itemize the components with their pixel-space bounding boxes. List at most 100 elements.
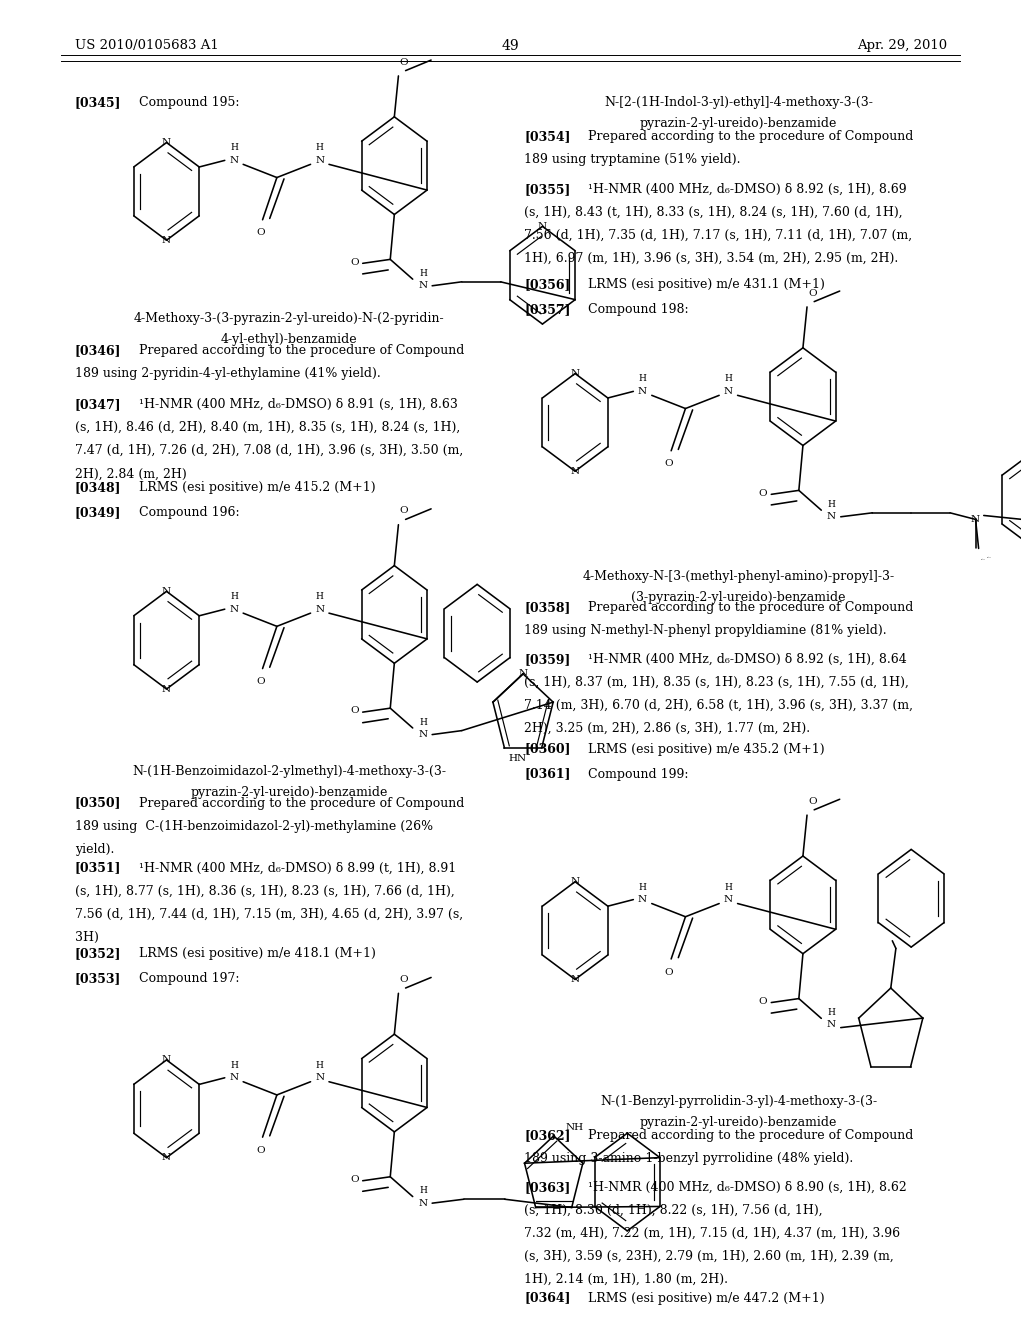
Text: [0360]: [0360] <box>524 742 570 755</box>
Text: [0358]: [0358] <box>524 602 570 614</box>
Text: N: N <box>162 1154 171 1162</box>
Text: H: H <box>230 1061 238 1069</box>
Text: pyrazin-2-yl-ureido)-benzamide: pyrazin-2-yl-ureido)-benzamide <box>640 1115 838 1129</box>
Text: O: O <box>399 507 409 515</box>
Text: O: O <box>350 257 358 267</box>
Text: 1H), 2.14 (m, 1H), 1.80 (m, 2H).: 1H), 2.14 (m, 1H), 1.80 (m, 2H). <box>524 1272 728 1286</box>
Text: [0353]: [0353] <box>75 972 121 985</box>
Text: N: N <box>570 467 580 475</box>
Text: O: O <box>256 677 265 686</box>
Text: O: O <box>350 1175 358 1184</box>
Text: N: N <box>638 895 647 904</box>
Text: [0352]: [0352] <box>75 948 121 960</box>
Text: 4-yl-ethyl)-benzamide: 4-yl-ethyl)-benzamide <box>221 334 357 346</box>
Text: LRMS (esi positive) m/e 431.1 (M+1): LRMS (esi positive) m/e 431.1 (M+1) <box>589 279 825 290</box>
Text: 7.47 (d, 1H), 7.26 (d, 2H), 7.08 (d, 1H), 3.96 (s, 3H), 3.50 (m,: 7.47 (d, 1H), 7.26 (d, 2H), 7.08 (d, 1H)… <box>75 444 463 457</box>
Text: ¹H-NMR (400 MHz, d₆-DMSO) δ 8.91 (s, 1H), 8.63: ¹H-NMR (400 MHz, d₆-DMSO) δ 8.91 (s, 1H)… <box>139 399 458 411</box>
Text: US 2010/0105683 A1: US 2010/0105683 A1 <box>75 40 218 51</box>
Text: ¹H-NMR (400 MHz, d₆-DMSO) δ 8.92 (s, 1H), 8.64: ¹H-NMR (400 MHz, d₆-DMSO) δ 8.92 (s, 1H)… <box>589 653 907 665</box>
Text: O: O <box>350 706 358 715</box>
Text: (s, 1H), 8.37 (m, 1H), 8.35 (s, 1H), 8.23 (s, 1H), 7.55 (d, 1H),: (s, 1H), 8.37 (m, 1H), 8.35 (s, 1H), 8.2… <box>524 676 909 689</box>
Text: H: H <box>419 269 427 277</box>
Text: methyl: methyl <box>986 557 991 558</box>
Text: Compound 195:: Compound 195: <box>139 96 240 108</box>
Text: Prepared according to the procedure of Compound: Prepared according to the procedure of C… <box>589 1130 913 1142</box>
Text: N: N <box>229 156 239 165</box>
Text: (s, 1H), 8.77 (s, 1H), 8.36 (s, 1H), 8.23 (s, 1H), 7.66 (d, 1H),: (s, 1H), 8.77 (s, 1H), 8.36 (s, 1H), 8.2… <box>75 884 455 898</box>
Text: ¹H-NMR (400 MHz, d₆-DMSO) δ 8.92 (s, 1H), 8.69: ¹H-NMR (400 MHz, d₆-DMSO) δ 8.92 (s, 1H)… <box>589 182 907 195</box>
Text: N: N <box>162 587 171 595</box>
Text: O: O <box>399 975 409 985</box>
Text: [0364]: [0364] <box>524 1291 570 1304</box>
Text: N: N <box>419 281 427 290</box>
Text: 7.14 (m, 3H), 6.70 (d, 2H), 6.58 (t, 1H), 3.96 (s, 3H), 3.37 (m,: 7.14 (m, 3H), 6.70 (d, 2H), 6.58 (t, 1H)… <box>524 700 913 711</box>
Text: O: O <box>808 797 817 805</box>
Text: [0345]: [0345] <box>75 96 121 108</box>
Text: H: H <box>230 593 238 601</box>
Text: N: N <box>419 730 427 739</box>
Text: 49: 49 <box>502 38 519 53</box>
Text: O: O <box>759 997 767 1006</box>
Text: H: H <box>639 375 646 383</box>
Text: (3-pyrazin-2-yl-ureido)-benzamide: (3-pyrazin-2-yl-ureido)-benzamide <box>631 591 846 603</box>
Text: H: H <box>419 1187 427 1195</box>
Text: N: N <box>315 605 325 614</box>
Text: N: N <box>570 370 580 378</box>
Text: N: N <box>971 515 980 524</box>
Text: [0349]: [0349] <box>75 506 121 519</box>
Text: N: N <box>419 1199 427 1208</box>
Text: [0350]: [0350] <box>75 796 121 809</box>
Text: 7.56 (d, 1H), 7.35 (d, 1H), 7.17 (s, 1H), 7.11 (d, 1H), 7.07 (m,: 7.56 (d, 1H), 7.35 (d, 1H), 7.17 (s, 1H)… <box>524 230 912 242</box>
Text: Compound 196:: Compound 196: <box>139 506 240 519</box>
Text: N-(1-Benzyl-pyrrolidin-3-yl)-4-methoxy-3-(3-: N-(1-Benzyl-pyrrolidin-3-yl)-4-methoxy-3… <box>600 1096 878 1107</box>
Text: [0351]: [0351] <box>75 862 121 874</box>
Text: O: O <box>665 968 674 977</box>
Text: [0354]: [0354] <box>524 131 570 143</box>
Text: O: O <box>808 289 817 297</box>
Text: N: N <box>162 236 171 244</box>
Text: pyrazin-2-yl-ureido)-benzamide: pyrazin-2-yl-ureido)-benzamide <box>190 787 388 799</box>
Text: H: H <box>827 1008 836 1016</box>
Text: N: N <box>162 1056 171 1064</box>
Text: Compound 198:: Compound 198: <box>589 304 689 315</box>
Text: Prepared according to the procedure of Compound: Prepared according to the procedure of C… <box>139 343 464 356</box>
Text: [0348]: [0348] <box>75 482 121 494</box>
Text: LRMS (esi positive) m/e 415.2 (M+1): LRMS (esi positive) m/e 415.2 (M+1) <box>139 482 376 494</box>
Text: H: H <box>230 144 238 152</box>
Text: 189 using 3-amino-1-benzyl pyrrolidine (48% yield).: 189 using 3-amino-1-benzyl pyrrolidine (… <box>524 1152 853 1166</box>
Text: N: N <box>315 1073 325 1082</box>
Text: H: H <box>724 883 732 891</box>
Text: H: H <box>315 144 324 152</box>
Text: N: N <box>827 512 836 521</box>
Text: [0357]: [0357] <box>524 304 570 315</box>
Text: 189 using N-methyl-N-phenyl propyldiamine (81% yield).: 189 using N-methyl-N-phenyl propyldiamin… <box>524 624 887 638</box>
Text: N-[2-(1H-Indol-3-yl)-ethyl]-4-methoxy-3-(3-: N-[2-(1H-Indol-3-yl)-ethyl]-4-methoxy-3-… <box>604 96 873 108</box>
Text: 3H): 3H) <box>75 931 98 944</box>
Text: 1H), 6.97 (m, 1H), 3.96 (s, 3H), 3.54 (m, 2H), 2.95 (m, 2H).: 1H), 6.97 (m, 1H), 3.96 (s, 3H), 3.54 (m… <box>524 252 898 265</box>
Text: O: O <box>256 228 265 238</box>
Text: Prepared according to the procedure of Compound: Prepared according to the procedure of C… <box>589 602 913 614</box>
Text: H: H <box>639 883 646 891</box>
Text: 7.32 (m, 4H), 7.22 (m, 1H), 7.15 (d, 1H), 4.37 (m, 1H), 3.96: 7.32 (m, 4H), 7.22 (m, 1H), 7.15 (d, 1H)… <box>524 1228 900 1239</box>
Text: [0361]: [0361] <box>524 768 570 780</box>
Text: [0355]: [0355] <box>524 182 570 195</box>
Text: (s, 1H), 8.46 (d, 2H), 8.40 (m, 1H), 8.35 (s, 1H), 8.24 (s, 1H),: (s, 1H), 8.46 (d, 2H), 8.40 (m, 1H), 8.3… <box>75 421 460 434</box>
Text: 2H), 2.84 (m, 2H): 2H), 2.84 (m, 2H) <box>75 467 186 480</box>
Text: [0359]: [0359] <box>524 653 570 665</box>
Text: N: N <box>229 605 239 614</box>
Text: N: N <box>162 139 171 147</box>
Text: H: H <box>827 500 836 508</box>
Text: methyl: methyl <box>981 558 985 561</box>
Text: Prepared according to the procedure of Compound: Prepared according to the procedure of C… <box>139 796 464 809</box>
Text: N: N <box>638 387 647 396</box>
Text: 4-Methoxy-3-(3-pyrazin-2-yl-ureido)-N-(2-pyridin-: 4-Methoxy-3-(3-pyrazin-2-yl-ureido)-N-(2… <box>134 313 444 325</box>
Text: N: N <box>162 685 171 693</box>
Text: N: N <box>538 222 547 231</box>
Text: N: N <box>518 669 527 678</box>
Text: (s, 1H), 8.30 (d, 1H), 8.22 (s, 1H), 7.56 (d, 1H),: (s, 1H), 8.30 (d, 1H), 8.22 (s, 1H), 7.5… <box>524 1204 822 1217</box>
Text: H: H <box>419 718 427 726</box>
Text: Apr. 29, 2010: Apr. 29, 2010 <box>857 40 947 51</box>
Text: NH: NH <box>566 1123 584 1133</box>
Text: 189 using tryptamine (51% yield).: 189 using tryptamine (51% yield). <box>524 153 740 166</box>
Text: pyrazin-2-yl-ureido)-benzamide: pyrazin-2-yl-ureido)-benzamide <box>640 116 838 129</box>
